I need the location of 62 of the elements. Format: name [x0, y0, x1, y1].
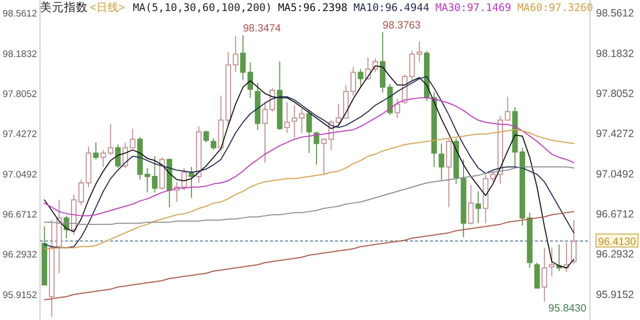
candlestick — [78, 179, 84, 206]
candlestick — [548, 247, 555, 277]
y-tick-label: 96.2932 — [2, 250, 37, 261]
y2-tick-label: 98.5612 — [596, 8, 634, 20]
candlestick — [130, 128, 136, 150]
candlestick — [350, 66, 356, 96]
y2-tick-label: 97.8052 — [596, 88, 634, 100]
y2-tick-label: 98.1832 — [596, 48, 634, 60]
candlestick — [188, 166, 194, 198]
candlestick — [504, 96, 510, 121]
y2-tick-label: 97.4272 — [596, 128, 634, 140]
y-tick-label: 95.9152 — [2, 290, 37, 301]
candlestick — [306, 110, 312, 154]
text: MA5:96.2398 — [278, 2, 348, 14]
candlestick — [542, 247, 548, 302]
y2-tick-label: 97.0492 — [596, 168, 634, 180]
candlestick — [203, 130, 209, 143]
candlestick — [571, 220, 577, 264]
candlestick — [152, 156, 158, 193]
y-tick-label: 97.4272 — [2, 129, 37, 140]
candlestick — [284, 102, 290, 134]
text: MA30:97.1469 — [435, 2, 512, 14]
line-series — [44, 211, 574, 300]
chart-title: 美元指数 — [40, 0, 88, 14]
y2-tick-label: 95.9152 — [596, 288, 634, 301]
annotation: 95.8430 — [548, 302, 587, 315]
candlestick — [93, 142, 99, 160]
candlestick — [394, 98, 400, 119]
ref-line-label: 96.4130 — [598, 236, 636, 248]
candlestick — [100, 149, 106, 168]
candlestick — [210, 138, 216, 150]
candlestick — [232, 36, 238, 73]
y-tick-label: 98.1832 — [2, 48, 37, 60]
y2-tick-label: 96.2932 — [596, 248, 634, 261]
candlestick — [181, 167, 187, 191]
candlestick — [475, 190, 482, 224]
candlestick — [314, 131, 320, 166]
y2-tick-label: 96.6712 — [596, 208, 634, 221]
candlestick — [534, 262, 540, 289]
candlestick — [358, 68, 364, 87]
line-series — [44, 76, 574, 248]
annotation: MA(5,10,30,60,100,200) — [132, 2, 272, 14]
chart-subtitle: <日线> — [90, 1, 125, 14]
y-tick-label: 98.5612 — [2, 8, 37, 20]
annotation: 98.3763 — [382, 19, 421, 32]
candlestick — [321, 138, 327, 175]
y-tick-label: 97.0492 — [2, 169, 37, 180]
candlestick — [468, 184, 474, 225]
candlestick — [292, 104, 298, 139]
candlestick — [438, 143, 444, 180]
candlestick — [248, 62, 254, 98]
y-tick-label: 96.6712 — [2, 210, 37, 221]
candlestick — [115, 144, 121, 168]
text: MA60:97.3260 — [517, 2, 594, 14]
candlestick — [240, 34, 246, 80]
text: MA10:96.4944 — [353, 2, 430, 14]
y-tick-label: 97.8052 — [2, 89, 37, 100]
annotation: 98.3474 — [242, 22, 282, 34]
candlestick — [108, 124, 114, 156]
candlestick — [298, 108, 305, 134]
line-series — [44, 129, 574, 250]
line-series — [44, 97, 574, 216]
